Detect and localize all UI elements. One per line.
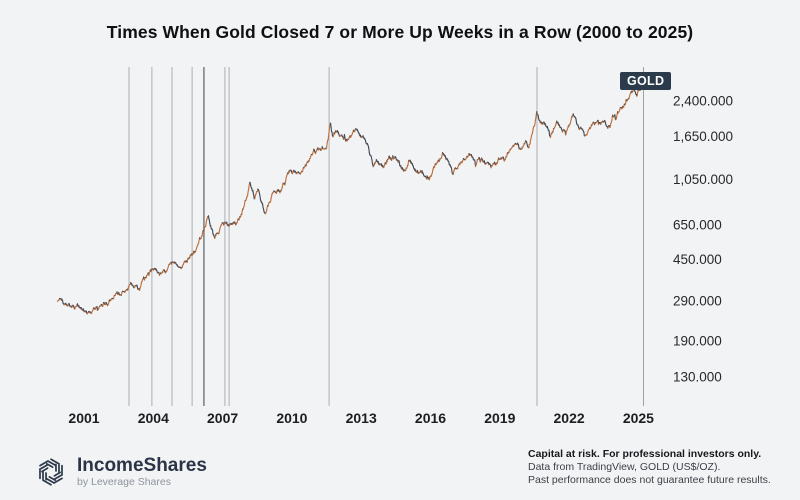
y-axis-label: 290.000 xyxy=(673,294,722,309)
x-axis-label: 2001 xyxy=(68,410,99,426)
x-axis-label: 2007 xyxy=(207,410,238,426)
price-segment xyxy=(205,221,207,227)
y-axis-label: 130.000 xyxy=(673,370,722,385)
brand-name: IncomeShares xyxy=(77,455,207,476)
brand-logo: IncomeShares by Leverage Shares xyxy=(36,456,207,488)
price-segment xyxy=(326,142,328,149)
price-segment xyxy=(611,115,613,122)
disclaimer-line-3: Past performance does not guarantee futu… xyxy=(528,474,771,486)
price-segment xyxy=(330,122,332,128)
x-axis-label: 2013 xyxy=(346,410,377,426)
price-segment xyxy=(327,132,330,139)
price-segment xyxy=(549,133,552,139)
y-axis-label: 1,650.000 xyxy=(673,129,733,144)
chart-title: Times When Gold Closed 7 or More Up Week… xyxy=(106,22,694,42)
footer: IncomeShares by Leverage Shares Capital … xyxy=(0,444,800,500)
brand-tagline: by Leverage Shares xyxy=(77,476,171,488)
gold-price-chart: 2,400.000 1,650.000 1,050.000 650.000 450.00… xyxy=(56,67,733,426)
disclaimer: Capital at risk. For professional invest… xyxy=(528,448,771,487)
x-axis-label: 2004 xyxy=(138,410,169,426)
x-axis-label: 2025 xyxy=(623,410,654,426)
y-axis-label: 1,050.000 xyxy=(673,172,733,187)
x-axis-label: 2022 xyxy=(554,410,585,426)
symbol-badge: GOLD xyxy=(620,72,672,90)
x-axis-label: 2016 xyxy=(415,410,446,426)
x-axis-label: 2010 xyxy=(276,410,307,426)
price-segment xyxy=(517,144,520,150)
y-axis-label: 450.000 xyxy=(673,252,722,267)
price-segment xyxy=(203,226,206,232)
disclaimer-line-2: Data from TradingView, GOLD (US$/OZ). xyxy=(528,461,721,473)
incomeshares-logo-icon xyxy=(39,458,63,486)
y-axis-label: 190.000 xyxy=(673,334,722,349)
x-axis-label: 2019 xyxy=(484,410,515,426)
disclaimer-line-1: Capital at risk. For professional invest… xyxy=(528,448,762,460)
price-segment xyxy=(583,131,585,136)
price-segment xyxy=(407,161,409,167)
y-axis-label: 650.000 xyxy=(673,217,722,232)
price-segment xyxy=(368,148,370,153)
y-axis-label: 2,400.000 xyxy=(673,94,733,109)
